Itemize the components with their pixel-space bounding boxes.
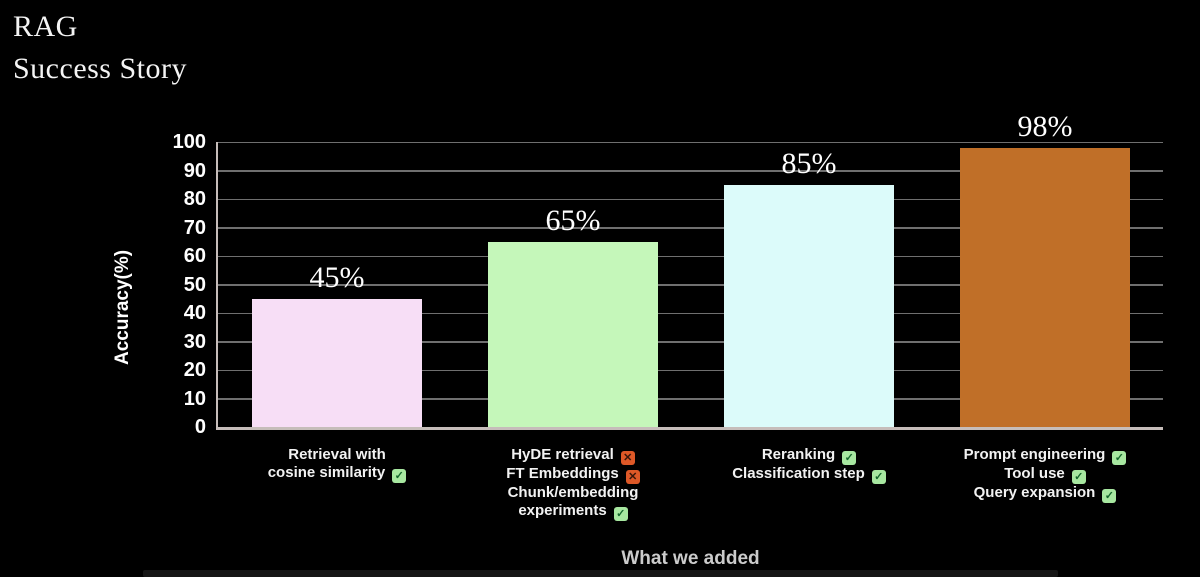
check-icon: ✓ [871, 470, 886, 484]
slide-title: RAG Success Story [13, 6, 187, 90]
category-line: Retrieval with [217, 446, 457, 464]
gridline [218, 312, 1163, 314]
category-line: Reranking ✓ [689, 446, 929, 465]
bar-value-label: 45% [309, 261, 365, 294]
y-tick-label: 50 [183, 273, 206, 296]
category-text: Tool use [1004, 465, 1065, 482]
gridline [218, 398, 1163, 400]
plot-area: 45% 65% 85% 98% [216, 111, 1163, 430]
bar-3 [724, 185, 894, 427]
check-icon: ✓ [1102, 489, 1117, 503]
title-line-2: Success Story [13, 52, 187, 85]
category-label-3: Reranking ✓ Classification step ✓ [689, 446, 929, 484]
bar-value-label: 65% [545, 204, 601, 237]
category-label-4: Prompt engineering ✓ Tool use ✓ Query expans… [925, 446, 1165, 503]
gridline [218, 369, 1163, 371]
check-icon: ✓ [842, 451, 857, 465]
category-line: Prompt engineering ✓ [925, 446, 1165, 465]
x-axis-line [216, 427, 1163, 430]
bar-4 [960, 148, 1130, 427]
category-text: experiments [518, 502, 607, 519]
category-text: FT Embeddings [506, 465, 619, 482]
category-line: FT Embeddings ✕ [453, 465, 693, 484]
category-text: Chunk/embedding [507, 484, 639, 501]
x-axis-title: What we added [621, 548, 760, 569]
y-tick-label: 80 [183, 188, 206, 210]
category-text: cosine similarity [267, 464, 386, 481]
category-line: Tool use ✓ [925, 465, 1165, 484]
x-axis-categories: Retrieval with cosine similarity ✓ HyDE ret… [218, 446, 1163, 526]
y-axis-ticks: 0 10 20 30 40 50 60 70 80 90 100 [140, 131, 206, 438]
category-label-1: Retrieval with cosine similarity ✓ [217, 446, 457, 483]
gridline [218, 284, 1163, 286]
gridline [218, 170, 1163, 172]
bar-value-label: 98% [1017, 110, 1073, 143]
title-line-1: RAG [13, 10, 78, 43]
category-line: cosine similarity ✓ [217, 464, 457, 483]
video-overlay-strip [143, 570, 1058, 577]
y-tick-label: 60 [183, 245, 206, 267]
gridline [218, 227, 1163, 229]
category-text: Retrieval with [288, 446, 386, 463]
cross-icon: ✕ [625, 470, 640, 484]
gridline [218, 198, 1163, 200]
y-tick-label: 70 [183, 216, 206, 239]
bar-1 [252, 299, 422, 427]
y-tick-label: 10 [183, 387, 206, 410]
y-axis-label: Accuracy(%) [112, 249, 133, 365]
category-line: Query expansion ✓ [925, 484, 1165, 503]
category-line: HyDE retrieval ✕ [453, 446, 693, 465]
y-tick-label: 100 [172, 131, 206, 153]
check-icon: ✓ [613, 507, 628, 521]
y-tick-label: 30 [183, 330, 206, 353]
cross-icon: ✕ [620, 451, 635, 465]
category-text: Query expansion [973, 484, 1096, 501]
category-line: experiments ✓ [453, 502, 693, 521]
y-axis-line [216, 142, 218, 429]
category-line: Classification step ✓ [689, 465, 929, 484]
y-tick-label: 90 [183, 159, 206, 182]
category-label-2: HyDE retrieval ✕ FT Embeddings ✕ Chunk/embed… [453, 446, 693, 521]
y-tick-label: 20 [183, 359, 206, 381]
check-icon: ✓ [1071, 470, 1086, 484]
check-icon: ✓ [392, 469, 407, 483]
category-text: HyDE retrieval [511, 446, 614, 463]
bar-value-label: 85% [781, 147, 837, 180]
gridline [218, 141, 1163, 143]
y-tick-label: 40 [183, 302, 206, 324]
gridline [218, 255, 1163, 257]
y-tick-label: 0 [194, 416, 206, 438]
check-icon: ✓ [1112, 451, 1127, 465]
gridline [218, 341, 1163, 343]
category-text: Prompt engineering [963, 446, 1106, 463]
bar-2 [488, 242, 658, 427]
category-text: Reranking [761, 446, 836, 463]
category-line: Chunk/embedding [453, 484, 693, 502]
category-text: Classification step [732, 465, 865, 482]
